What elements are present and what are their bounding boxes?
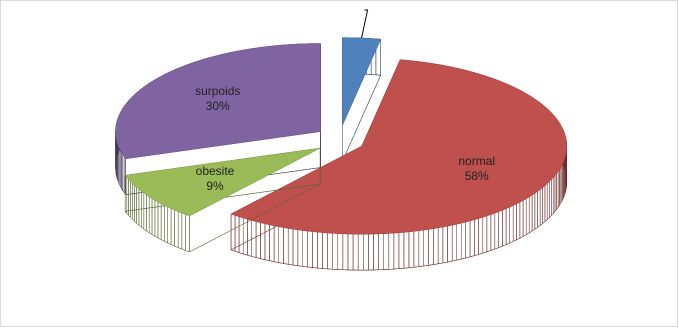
category-label: surpoids [195, 84, 241, 99]
slice [115, 43, 321, 159]
leader-line [361, 9, 369, 39]
category-label: obesite [195, 163, 235, 178]
value-label: 9% [206, 178, 224, 193]
value-label: 3% [359, 0, 449, 2]
slice [230, 59, 567, 235]
slice [124, 147, 321, 217]
slice-label: insuffisance ponderale3% [359, 0, 449, 2]
slice [342, 37, 382, 126]
value-label: 58% [464, 169, 489, 184]
category-label: normal [458, 154, 496, 169]
slice-label: normal 58% [432, 154, 522, 184]
value-label: 30% [205, 99, 230, 114]
slice-label: obesite 9% [170, 164, 260, 194]
slice-label: surpoids 30% [173, 84, 263, 114]
